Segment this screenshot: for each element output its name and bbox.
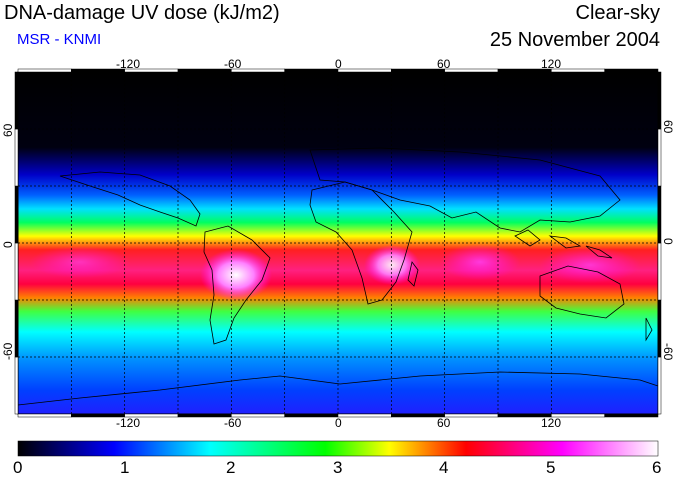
date-label: 25 November 2004 bbox=[489, 29, 660, 51]
frame-segment bbox=[657, 71, 662, 130]
new-zealand-coast bbox=[645, 317, 653, 342]
frame-segment bbox=[14, 71, 19, 130]
frame-ticks bbox=[14, 68, 662, 418]
frame-segment bbox=[14, 356, 19, 415]
top-lon-label: -120 bbox=[116, 57, 141, 71]
left-lat-label: 60 bbox=[1, 123, 15, 137]
pacific-maximum bbox=[540, 247, 640, 283]
frame-segment bbox=[17, 413, 72, 418]
bottom-lon-label: 120 bbox=[541, 416, 562, 430]
right-lat-label: -60 bbox=[661, 343, 675, 361]
colorbar-label: 2 bbox=[226, 458, 236, 477]
colorbar-label: 4 bbox=[439, 458, 449, 477]
right-lat-label: 60 bbox=[661, 120, 675, 134]
south-america-hotspot bbox=[200, 249, 272, 301]
bottom-lon-label: -120 bbox=[116, 416, 141, 430]
top-lon-label: -60 bbox=[224, 57, 242, 71]
top-lon-label: 60 bbox=[437, 57, 451, 71]
frame-segment bbox=[14, 128, 19, 187]
colorbar-label: 5 bbox=[546, 458, 556, 477]
africa-hotspot bbox=[364, 245, 420, 285]
left-lat-label: 0 bbox=[1, 241, 15, 248]
colorbar bbox=[17, 440, 659, 457]
frame-segment bbox=[444, 413, 499, 418]
frame-segment bbox=[14, 185, 19, 244]
frame-segment bbox=[657, 242, 662, 301]
top-lon-label: 0 bbox=[335, 57, 342, 71]
frame-segment bbox=[444, 68, 499, 73]
frame-segment bbox=[17, 68, 72, 73]
frame-segment bbox=[657, 356, 662, 415]
frame-segment bbox=[337, 68, 392, 73]
frame-segment bbox=[14, 242, 19, 301]
east-pacific-maximum bbox=[30, 246, 130, 278]
indian-ocean-maximum bbox=[440, 244, 520, 280]
frame-segment bbox=[284, 68, 339, 73]
source-label: MSR - KNMI bbox=[17, 31, 102, 48]
australia-coast bbox=[539, 265, 625, 319]
frame-segment bbox=[337, 413, 392, 418]
eurasia-coast bbox=[309, 147, 621, 233]
left-lat-label: -60 bbox=[1, 342, 15, 360]
north-america-coast bbox=[59, 171, 201, 227]
madagascar-coast bbox=[407, 261, 419, 287]
right-lat-label: 0 bbox=[661, 238, 675, 245]
top-lon-label: 120 bbox=[541, 57, 562, 71]
frame-segment bbox=[604, 413, 659, 418]
frame-segment bbox=[284, 413, 339, 418]
colorbar-label: 1 bbox=[120, 458, 130, 477]
bottom-lon-label: 0 bbox=[335, 416, 342, 430]
southeast-asia-islands bbox=[514, 229, 613, 259]
colorbar-label: 6 bbox=[652, 458, 662, 477]
bottom-lon-label: 60 bbox=[437, 416, 451, 430]
frame-segment bbox=[657, 128, 662, 187]
map-title: DNA-damage UV dose (kJ/m2) bbox=[4, 2, 280, 24]
antarctica-coast bbox=[17, 371, 659, 406]
gridlines bbox=[18, 72, 658, 414]
frame-segment bbox=[604, 68, 659, 73]
colorbar-label: 0 bbox=[13, 458, 23, 477]
frame-segment bbox=[14, 299, 19, 358]
frame-segment bbox=[657, 185, 662, 244]
bottom-lon-label: -60 bbox=[224, 416, 242, 430]
sky-condition-label: Clear-sky bbox=[575, 2, 660, 24]
colorbar-label: 3 bbox=[333, 458, 343, 477]
